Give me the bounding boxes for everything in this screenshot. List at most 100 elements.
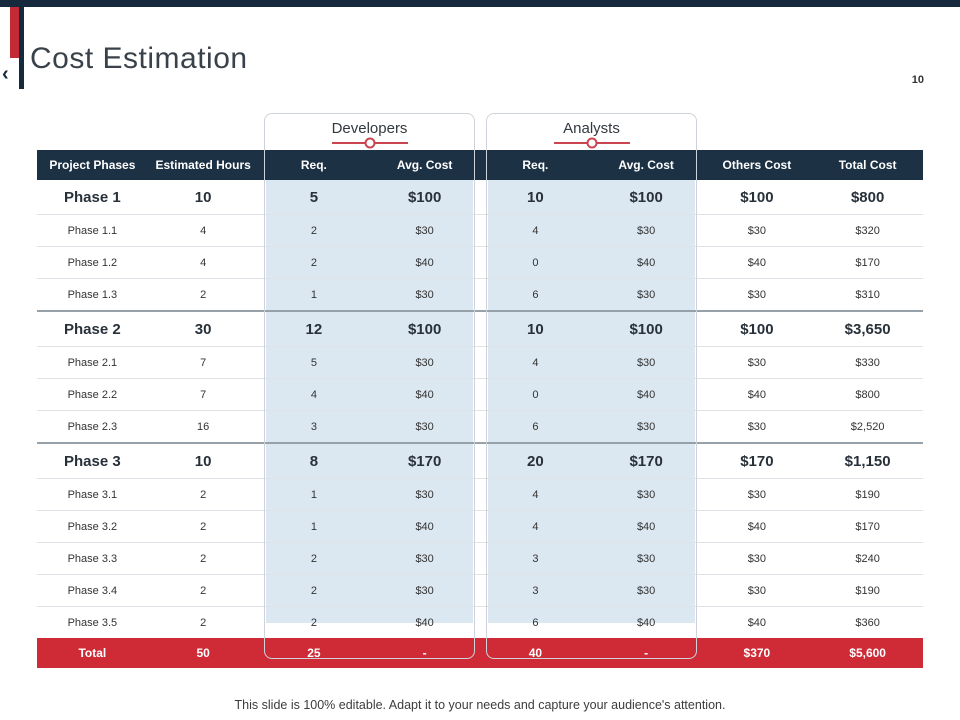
table-cell: $30 — [747, 488, 767, 501]
table-cell: $30 — [415, 224, 434, 237]
table-cell: $30 — [636, 288, 656, 301]
table-cell: $40 — [415, 520, 434, 533]
table-cell: $40 — [636, 520, 656, 533]
table-cell: $3,650 — [844, 320, 891, 338]
developers-column-tint — [266, 180, 473, 623]
page-title: Cost Estimation — [30, 42, 248, 75]
table-cell: 2 — [310, 256, 317, 269]
table-cell: 4 — [532, 488, 539, 501]
table-cell: 4 — [310, 388, 317, 401]
table-cell: Estimated Hours — [155, 158, 251, 172]
table-cell: 5 — [309, 188, 319, 206]
table-cell: $30 — [415, 488, 434, 501]
table-cell: $370 — [743, 646, 771, 660]
table-cell: Phase 3.5 — [67, 616, 118, 629]
table-cell: $100 — [407, 188, 442, 206]
table-cell: $30 — [747, 224, 767, 237]
table-row: Phase 2.2 7 4 $40 0 $40 $40 $800 — [37, 378, 923, 410]
table-cell: $30 — [747, 356, 767, 369]
table-cell: 25 — [307, 646, 321, 660]
table-row: Phase 3.5 2 2 $40 6 $40 $40 $360 — [37, 606, 923, 638]
cost-table: Project Phases Estimated Hours Req. Avg. Co… — [37, 113, 923, 668]
table-cell: Phase 1.1 — [67, 224, 118, 237]
table-cell: $30 — [415, 552, 434, 565]
table-cell: $30 — [636, 356, 656, 369]
table-cell: $170 — [740, 452, 774, 470]
back-chevron-icon: ‹ — [2, 63, 9, 85]
table-cell: 10 — [527, 188, 544, 206]
table-cell: 30 — [194, 320, 212, 338]
table-cell: $30 — [415, 420, 434, 433]
table-cell: 2 — [200, 616, 207, 629]
table-cell: 10 — [194, 452, 212, 470]
table-cell: Phase 3 — [64, 452, 121, 470]
table-cell: $30 — [636, 224, 656, 237]
analysts-underline-icon — [553, 137, 630, 149]
table-cell: Others Cost — [722, 158, 792, 172]
table-cell: 6 — [532, 616, 539, 629]
table-cell: 0 — [532, 388, 539, 401]
table-cell: $40 — [636, 256, 656, 269]
top-strip — [0, 0, 960, 7]
table-row: Phase 3.2 2 1 $40 4 $40 $40 $170 — [37, 510, 923, 542]
table-cell: 1 — [310, 520, 317, 533]
table-cell: 2 — [310, 616, 317, 629]
table-row: Phase 2.3 16 3 $30 6 $30 $30 $2,520 — [37, 410, 923, 442]
table-cell: 2 — [200, 488, 207, 501]
table-cell: 2 — [200, 584, 207, 597]
table-cell: 3 — [532, 552, 539, 565]
table-cell: $30 — [747, 420, 767, 433]
table-cell: $100 — [740, 320, 774, 338]
table-cell: Req. — [522, 158, 549, 172]
table-cell: $30 — [415, 356, 434, 369]
analysts-group-label: Analysts — [563, 120, 620, 137]
table-cell: $30 — [415, 288, 434, 301]
table-cell: Total — [78, 646, 107, 660]
table-cell: $170 — [407, 452, 442, 470]
table-cell: Phase 3.1 — [67, 488, 118, 501]
table-cell: Req. — [300, 158, 327, 172]
table-cell: $40 — [636, 616, 656, 629]
table-cell: $100 — [740, 188, 774, 206]
table-cell: 8 — [309, 452, 319, 470]
table-cell: $40 — [415, 616, 434, 629]
table-cell: $240 — [855, 552, 880, 565]
table-cell: $30 — [747, 552, 767, 565]
table-cell: 2 — [200, 552, 207, 565]
table-cell: 0 — [532, 256, 539, 269]
table-cell: 4 — [532, 224, 539, 237]
table-cell: 50 — [196, 646, 210, 660]
table-cell: $100 — [407, 320, 442, 338]
table-cell: $40 — [415, 256, 434, 269]
table-cell: $40 — [636, 388, 656, 401]
table-cell: 12 — [305, 320, 323, 338]
table-cell: 2 — [310, 584, 317, 597]
table-cell: $800 — [850, 188, 885, 206]
table-cell: $30 — [747, 288, 767, 301]
page-number: 10 — [911, 74, 924, 86]
table-row: Phase 3 10 8 $170 20 $170 $170 $1,150 — [37, 442, 923, 478]
table-cell: 10 — [194, 188, 212, 206]
table-cell: $40 — [747, 388, 767, 401]
table-cell: $2,520 — [850, 420, 885, 433]
table-cell: Phase 2 — [64, 320, 121, 338]
table-cell: $30 — [636, 552, 656, 565]
developers-underline-icon — [331, 137, 408, 149]
table-cell: $190 — [855, 488, 880, 501]
table-cell: - — [644, 646, 649, 660]
table-row: Phase 1.2 4 2 $40 0 $40 $40 $170 — [37, 246, 923, 278]
table-cell: Phase 1.3 — [67, 288, 118, 301]
table-cell: $170 — [855, 256, 880, 269]
table-row: Phase 1.3 2 1 $30 6 $30 $30 $310 — [37, 278, 923, 310]
table-cell: $800 — [855, 388, 880, 401]
table-row: Phase 2 30 12 $100 10 $100 $100 $3,650 — [37, 310, 923, 346]
table-cell: - — [422, 646, 427, 660]
table-row: Phase 1 10 5 $100 10 $100 $100 $800 — [37, 180, 923, 214]
table-cell: Phase 1.2 — [67, 256, 118, 269]
table-cell: Phase 1 — [64, 188, 121, 206]
table-cell: $360 — [855, 616, 880, 629]
table-cell: $40 — [415, 388, 434, 401]
table-cell: 2 — [200, 520, 207, 533]
table-header-row: Project Phases Estimated Hours Req. Avg. Co… — [37, 150, 923, 180]
table-cell: $30 — [415, 584, 434, 597]
